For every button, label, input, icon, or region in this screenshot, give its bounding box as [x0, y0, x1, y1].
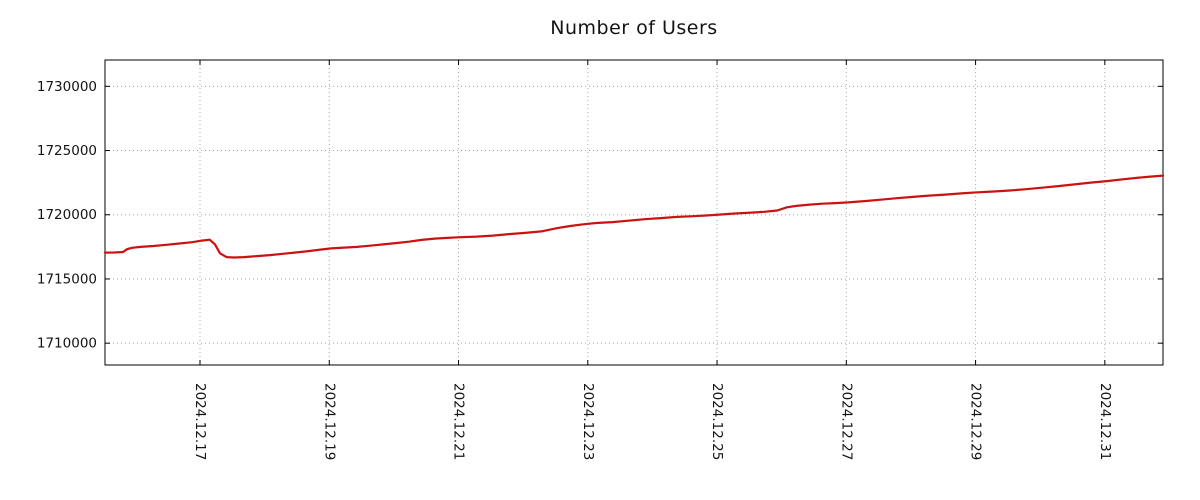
x-tick-label: 2024.12.31	[1097, 383, 1113, 460]
y-tick-label: 1720000	[37, 207, 97, 223]
series-line	[103, 174, 1165, 259]
plot-border	[104, 59, 1164, 366]
x-tick-label: 2024.12.25	[709, 383, 725, 460]
x-tick-label: 2024.12.27	[838, 383, 854, 460]
x-tick-label: 2024.12.23	[580, 383, 596, 460]
y-tick-label: 1730000	[37, 79, 97, 95]
x-tick-label: 2024.12.29	[968, 383, 984, 460]
chart-title: Number of Users	[550, 17, 718, 39]
y-tick-label: 1725000	[37, 143, 97, 159]
x-tick-label: 2024.12.17	[192, 383, 208, 460]
x-tick-label: 2024.12.19	[321, 383, 337, 460]
x-tick-label: 2024.12.21	[451, 383, 467, 460]
y-tick-label: 1710000	[37, 336, 97, 352]
y-tick-label: 1715000	[37, 271, 97, 287]
